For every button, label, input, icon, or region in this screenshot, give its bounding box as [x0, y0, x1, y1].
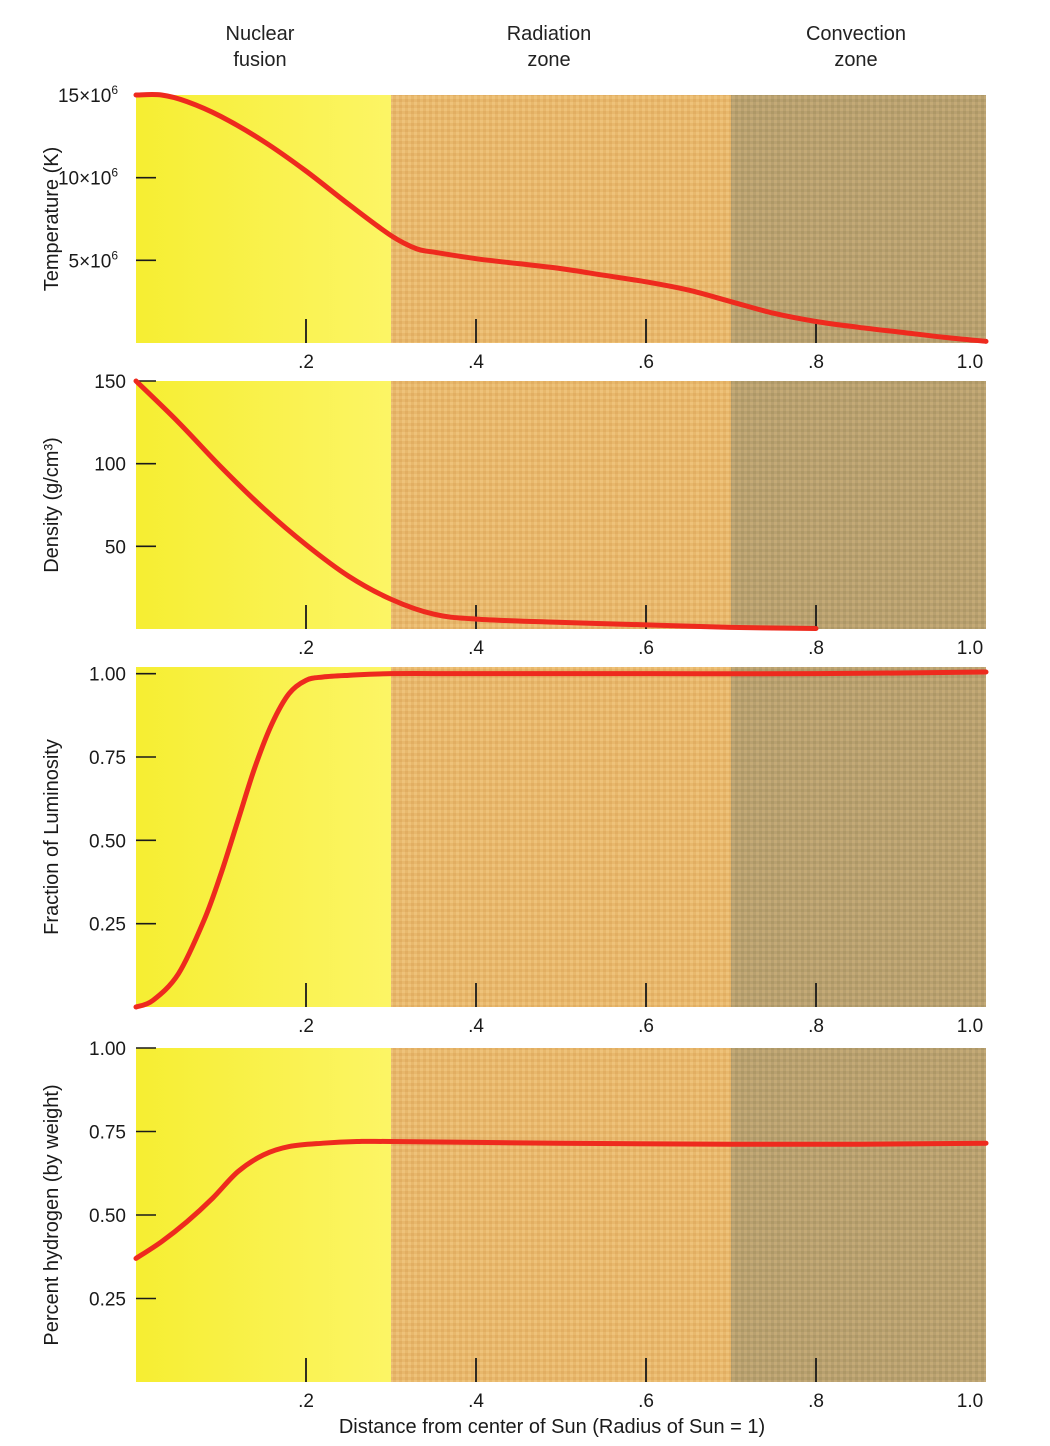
zone-label-1-line-0: Radiation: [507, 23, 592, 45]
y-axis-label: Percent hydrogen (by weight): [41, 1084, 63, 1345]
x-tick-label: .8: [808, 1391, 824, 1412]
y-tick-label: 5×106: [69, 248, 119, 272]
x-tick-label: .8: [808, 352, 824, 373]
y-tick-label: 0.25: [89, 915, 126, 936]
x-tick-label: .8: [808, 638, 824, 659]
zone-band-2: [731, 667, 986, 1007]
y-tick-label: 0.75: [89, 1123, 126, 1144]
x-tick-label: .6: [638, 1016, 654, 1037]
zone-label-2-line-1: zone: [834, 49, 877, 71]
panel-3: Percent hydrogen (by weight) 1.00 0.75 0.50…: [41, 1039, 989, 1412]
x-tick-label: .4: [468, 1391, 484, 1412]
zone-band-1: [391, 667, 731, 1007]
x-tick-label: .4: [468, 352, 484, 373]
x-tick-label: 1.0: [957, 1391, 983, 1412]
zone-band-2: [731, 381, 986, 629]
x-tick-label: .4: [468, 638, 484, 659]
y-tick-label: 0.75: [89, 748, 126, 769]
x-tick-label: .2: [298, 1016, 314, 1037]
y-tick-label: 0.50: [89, 1206, 126, 1227]
x-tick-label: .2: [298, 1391, 314, 1412]
panel-2: Fraction of Luminosity 1.00 0.75 0.50 0.25 .2…: [41, 665, 989, 1037]
x-tick-label: .6: [638, 638, 654, 659]
zone-band-1: [391, 95, 731, 343]
zone-band-0: [136, 1048, 391, 1382]
y-tick-label: 1.00: [89, 665, 126, 686]
y-tick-label: 10×106: [58, 166, 118, 190]
y-axis-label: Fraction of Luminosity: [41, 739, 63, 935]
y-tick-label: 50: [105, 537, 126, 558]
x-tick-label: 1.0: [957, 352, 983, 373]
zone-band-1: [391, 1048, 731, 1382]
x-tick-label: 1.0: [957, 1016, 983, 1037]
x-tick-label: .8: [808, 1016, 824, 1037]
x-tick-label: 1.0: [957, 638, 983, 659]
zone-band-0: [136, 95, 391, 343]
y-tick-label: 15×106: [58, 83, 118, 107]
y-tick-label: 150: [94, 372, 126, 393]
series-line: [133, 378, 819, 632]
x-tick-label: .6: [638, 1391, 654, 1412]
zone-band-2: [731, 95, 986, 343]
x-tick-label: .4: [468, 1016, 484, 1037]
y-tick-label: 1.00: [89, 1039, 126, 1060]
x-tick-label: .6: [638, 352, 654, 373]
x-axis-label: Distance from center of Sun (Radius of S…: [339, 1416, 765, 1438]
zone-label-2-line-0: Convection: [806, 23, 906, 45]
panel-0: Temperature (K) 15×106 10×106 5×106 .2 .4 .6 .8…: [41, 83, 989, 373]
zone-band-0: [136, 667, 391, 1007]
y-axis-label: Density (g/cm³): [41, 437, 63, 573]
series-line: [133, 669, 989, 1010]
zone-label-1-line-1: zone: [527, 49, 570, 71]
zone-label-0-line-1: fusion: [233, 49, 286, 71]
zone-label-0-line-0: Nuclear: [226, 23, 295, 45]
series-line: [133, 1138, 989, 1261]
y-tick-label: 0.50: [89, 831, 126, 852]
y-tick-label: 100: [94, 455, 126, 476]
series-line: [133, 92, 989, 344]
panels: Temperature (K) 15×106 10×106 5×106 .2 .4 .6 .8…: [41, 83, 989, 1412]
panel-1: Density (g/cm³) 150 100 50 .2 .4 .6 .8 1.0: [41, 372, 986, 659]
zone-band-2: [731, 1048, 986, 1382]
y-axis-label: Temperature (K): [41, 147, 63, 292]
x-tick-label: .2: [298, 638, 314, 659]
y-tick-label: 0.25: [89, 1290, 126, 1311]
zone-band-1: [391, 381, 731, 629]
zone-labels: Nuclear fusion Radiation zone Convection zone: [226, 23, 906, 71]
x-tick-label: .2: [298, 352, 314, 373]
